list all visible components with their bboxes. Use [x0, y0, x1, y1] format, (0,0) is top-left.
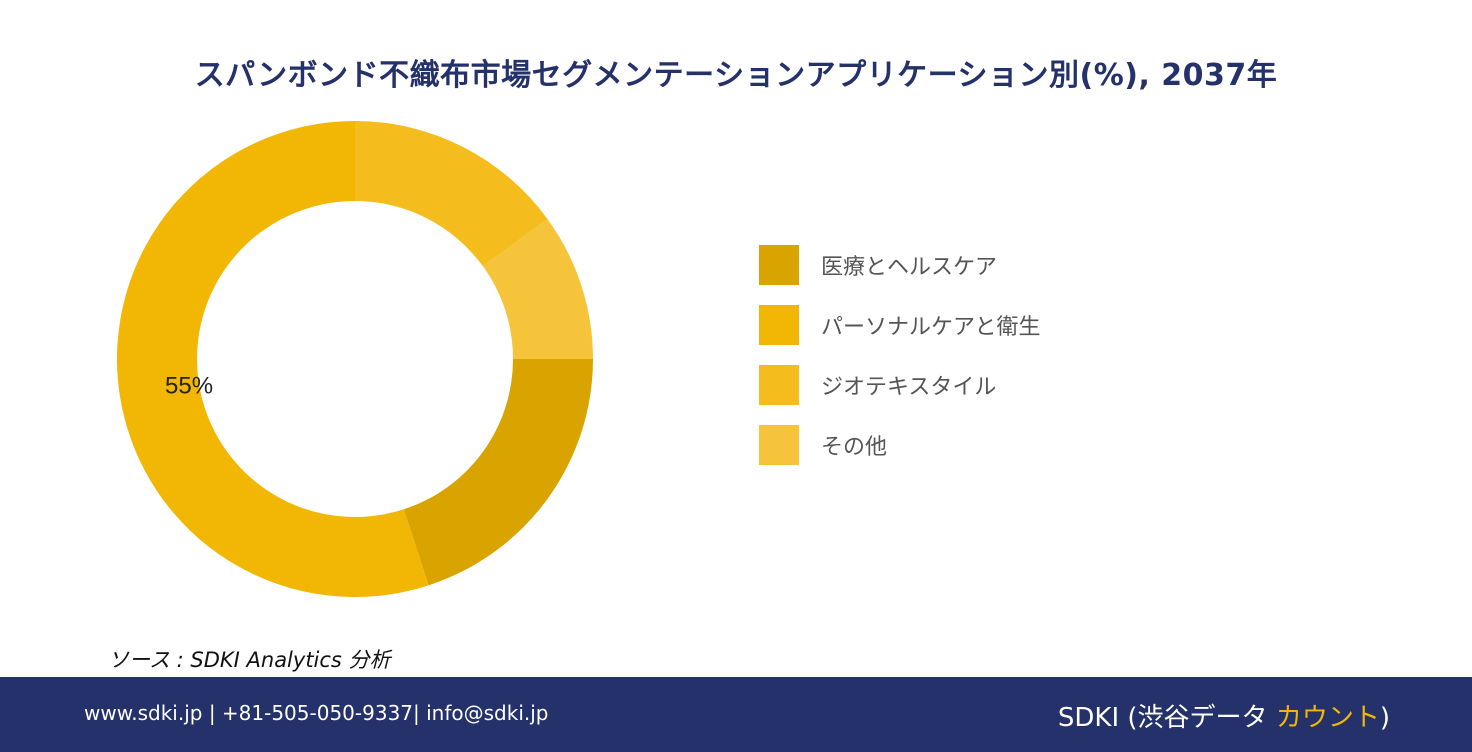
- legend-item: ジオテキスタイル: [759, 365, 1041, 405]
- source-note: ソース : SDKI Analytics 分析: [108, 648, 391, 672]
- donut-slice: [355, 121, 548, 267]
- legend-label: ジオテキスタイル: [821, 375, 997, 400]
- footer-contact: www.sdki.jp | +81-505-050-9337| info@sdk…: [84, 701, 549, 725]
- legend-swatch: [759, 305, 799, 345]
- chart-title: スパンボンド不織布市場セグメンテーションアプリケーション別(%), 2037年: [194, 58, 1278, 93]
- legend-label: その他: [821, 435, 888, 460]
- donut-data-labels: 55%: [165, 372, 213, 399]
- donut-data-label: 55%: [165, 372, 213, 399]
- brand-prefix: SDKI (渋谷データ: [1057, 703, 1276, 733]
- footer-brand: SDKI (渋谷データ カウント): [1058, 697, 1390, 734]
- donut-slice: [482, 219, 593, 359]
- brand-suffix: ): [1379, 703, 1390, 733]
- legend-item: 医療とヘルスケア: [759, 245, 1041, 285]
- donut-slice: [403, 359, 593, 586]
- legend-item: その他: [759, 425, 1041, 465]
- legend-item: パーソナルケアと衛生: [759, 305, 1041, 345]
- legend-label: 医療とヘルスケア: [821, 255, 998, 280]
- footer-bar: www.sdki.jp | +81-505-050-9337| info@sdk…: [0, 677, 1472, 752]
- brand-accent: カウント: [1275, 703, 1380, 733]
- legend-swatch: [759, 245, 799, 285]
- donut-chart: 55%: [117, 121, 593, 597]
- legend-label: パーソナルケアと衛生: [821, 315, 1041, 340]
- donut-slices: [117, 121, 593, 597]
- legend-swatch: [759, 425, 799, 465]
- chart-legend: 医療とヘルスケア パーソナルケアと衛生 ジオテキスタイル その他: [759, 245, 1041, 485]
- legend-swatch: [759, 365, 799, 405]
- donut-slice: [117, 121, 429, 597]
